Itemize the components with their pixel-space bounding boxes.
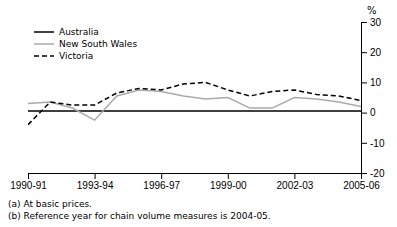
footnote: (a) At basic prices.	[8, 199, 92, 209]
x-tick: 2002-03	[277, 173, 314, 191]
x-tick-mark	[28, 173, 29, 179]
x-tick: 1999-00	[210, 173, 247, 191]
x-tick-label: 1990-91	[10, 180, 47, 191]
x-tick: 1996-97	[143, 173, 180, 191]
legend-label: Australia	[59, 27, 99, 37]
y-axis: -20 -10 0 10 20 30	[361, 17, 385, 179]
y-axis-line	[362, 23, 368, 174]
y-tick-label: 10	[370, 77, 382, 88]
y-tick-mark	[361, 143, 367, 144]
x-tick-label: 1999-00	[210, 180, 247, 191]
legend-swatch	[34, 31, 54, 33]
y-tick-label: -10	[370, 138, 385, 149]
y-tick-label: 0	[370, 107, 376, 118]
x-tick-label: 1993-94	[77, 180, 114, 191]
y-tick-mark	[361, 82, 367, 83]
y-tick: 10	[361, 77, 382, 88]
x-tick-mark	[228, 173, 229, 179]
x-tick-label: 2002-03	[277, 180, 314, 191]
legend: Australia New South Wales Victoria	[34, 27, 137, 61]
x-tick-mark	[294, 173, 295, 179]
legend-label: New South Wales	[59, 39, 137, 49]
y-axis-label: %	[367, 5, 377, 16]
y-tick-mark	[361, 22, 367, 23]
legend-item: New South Wales	[34, 39, 137, 49]
y-tick: 0	[361, 107, 376, 118]
y-tick: -10	[361, 138, 385, 149]
chart: 1990-91 1993-94 1996-97 1999-00 2002-03 2005-…	[0, 0, 397, 227]
y-tick-label: 30	[370, 17, 382, 28]
legend-item: Victoria	[34, 51, 93, 61]
x-axis-line	[29, 174, 362, 180]
legend-label: Victoria	[59, 51, 93, 61]
y-tick: -20	[361, 168, 385, 179]
footnote: (b) Reference year for chain volume meas…	[8, 211, 271, 221]
legend-swatch	[34, 55, 54, 57]
x-tick-mark	[95, 173, 96, 179]
legend-swatch	[34, 43, 54, 45]
x-tick: 1990-91	[10, 173, 47, 191]
y-tick-mark	[361, 113, 367, 114]
lines	[28, 82, 361, 124]
y-tick: 20	[361, 47, 382, 58]
x-axis: 1990-91 1993-94 1996-97 1999-00 2002-03 2005-…	[10, 173, 380, 191]
x-tick-mark	[161, 173, 162, 179]
plot: 1990-91 1993-94 1996-97 1999-00 2002-03 2005-…	[10, 5, 385, 191]
x-tick-label: 1996-97	[143, 180, 180, 191]
y-tick-label: -20	[370, 168, 385, 179]
y-tick-label: 20	[370, 47, 382, 58]
x-tick: 1993-94	[77, 173, 114, 191]
series-line	[28, 82, 361, 124]
y-tick-mark	[361, 52, 367, 53]
y-tick: 30	[361, 17, 382, 28]
legend-item: Australia	[34, 27, 99, 37]
x-tick-label: 2005-06	[343, 180, 380, 191]
y-tick-mark	[361, 173, 367, 174]
